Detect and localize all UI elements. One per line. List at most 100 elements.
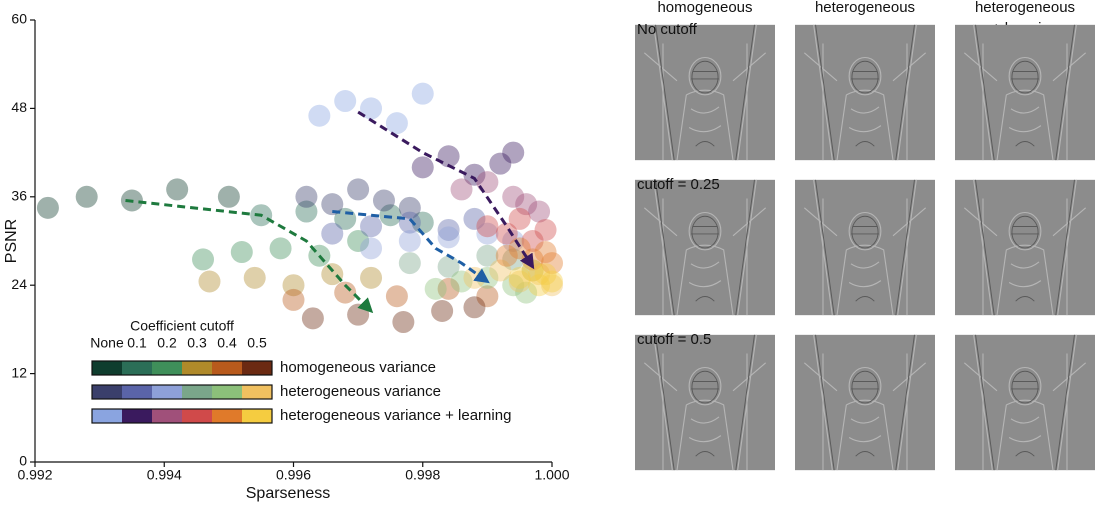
point <box>495 222 518 245</box>
point <box>450 178 473 201</box>
point <box>372 189 395 212</box>
point <box>360 215 383 238</box>
legend-cutoff-label: 0.5 <box>247 335 267 351</box>
legend-swatch <box>152 361 182 375</box>
point <box>502 141 525 164</box>
legend-swatch <box>92 385 122 399</box>
trajectory <box>357 110 535 270</box>
point <box>534 241 557 264</box>
point <box>243 266 266 289</box>
legend-label: heterogeneous variance + learning <box>280 407 511 424</box>
legend-swatch <box>242 385 272 399</box>
y-axis-label: PSNR <box>3 219 20 263</box>
point <box>192 248 215 271</box>
point <box>508 270 531 293</box>
row-label: cutoff = 0.5 <box>637 331 711 348</box>
point <box>301 307 324 330</box>
point <box>515 193 538 216</box>
point <box>385 112 408 135</box>
point <box>379 204 402 227</box>
point <box>528 200 551 223</box>
legend-swatch <box>152 385 182 399</box>
point <box>463 296 486 319</box>
x-tick-label: 0.996 <box>276 467 311 483</box>
point <box>476 244 499 267</box>
legend-cutoff-label: None <box>90 335 124 351</box>
point <box>360 237 383 260</box>
point <box>398 196 421 219</box>
legend-swatch <box>212 361 242 375</box>
y-tick-label: 48 <box>11 99 27 115</box>
point <box>321 263 344 286</box>
legend-swatch <box>182 361 212 375</box>
legend-swatch <box>212 385 242 399</box>
y-tick-label: 0 <box>19 453 27 469</box>
point <box>392 311 415 334</box>
x-tick-label: 0.994 <box>147 467 182 483</box>
point <box>476 215 499 238</box>
point <box>521 230 544 252</box>
point <box>398 230 421 252</box>
point <box>528 274 551 297</box>
point <box>166 178 189 201</box>
legend-swatch <box>242 361 272 375</box>
legend-cutoff-label: 0.1 <box>127 335 147 351</box>
x-tick-label: 0.998 <box>405 467 440 483</box>
point <box>476 285 499 308</box>
legend-label: heterogeneous variance <box>280 383 441 400</box>
point <box>476 171 499 194</box>
point <box>508 207 531 230</box>
point <box>424 277 447 300</box>
point <box>411 156 434 179</box>
point <box>282 288 305 311</box>
filtered-image <box>635 24 775 161</box>
point <box>502 248 525 271</box>
point <box>75 185 98 208</box>
legend-swatch <box>122 385 152 399</box>
filtered-image <box>795 179 935 316</box>
legend-swatch <box>122 409 152 423</box>
x-tick-label: 1.000 <box>534 467 569 483</box>
legend-cutoff-label: 0.4 <box>217 335 237 351</box>
point <box>534 218 557 241</box>
point <box>411 82 434 105</box>
legend-swatch <box>122 361 152 375</box>
column-header: heterogeneous <box>815 0 915 16</box>
filtered-image <box>635 334 775 471</box>
point <box>334 281 357 304</box>
column-header: homogeneous <box>657 0 752 16</box>
row-label: cutoff = 0.25 <box>637 176 720 193</box>
point <box>282 274 305 297</box>
legend-bar-frame <box>91 384 273 400</box>
point <box>495 244 518 267</box>
column-header: heterogeneous <box>975 0 1075 16</box>
point <box>347 178 370 201</box>
legend-swatch <box>92 409 122 423</box>
point <box>36 196 59 219</box>
point <box>450 270 473 293</box>
point <box>534 263 557 286</box>
point <box>541 270 563 293</box>
legend-title: Coefficient cutoff <box>130 318 234 334</box>
point <box>541 274 563 297</box>
point <box>502 185 525 208</box>
points <box>36 82 563 334</box>
point <box>541 252 563 275</box>
point <box>431 299 454 322</box>
legend-bar-frame <box>91 360 273 376</box>
point <box>437 218 460 241</box>
x-tick-label: 0.992 <box>17 467 52 483</box>
point <box>217 185 240 208</box>
y-tick-label: 12 <box>11 364 27 380</box>
point <box>308 104 331 127</box>
point <box>385 285 408 308</box>
point <box>360 266 383 289</box>
filtered-image <box>795 334 935 471</box>
legend-swatch <box>182 385 212 399</box>
filtered-image <box>955 334 1095 471</box>
point <box>398 252 421 275</box>
point <box>437 255 460 278</box>
point <box>269 237 292 260</box>
point <box>489 152 512 175</box>
y-tick-label: 60 <box>11 11 27 27</box>
